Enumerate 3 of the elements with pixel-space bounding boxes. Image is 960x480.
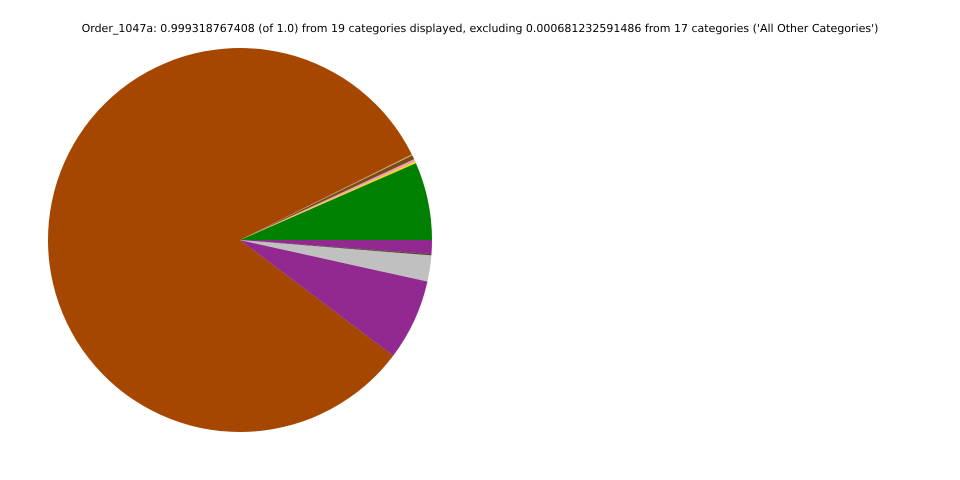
text: Order_1047a: 0.999318767408 (of 1.0) from 19 categories displayed, excluding 0.000681232591486 from 17 categories ('All Other Categories') xyxy=(82,22,878,35)
pie-slice xyxy=(48,48,412,432)
pie-slice xyxy=(240,240,432,282)
